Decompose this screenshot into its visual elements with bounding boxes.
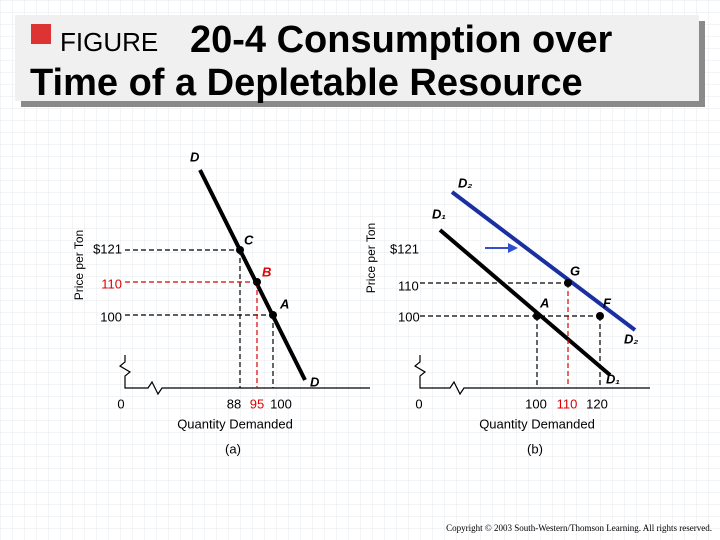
axes [413, 355, 650, 396]
y-tick-label: $121 [390, 241, 419, 256]
x-tick-label: 110 [557, 396, 578, 411]
y-tick-label: 100 [100, 309, 122, 324]
curve-label: D [310, 374, 320, 389]
panel-b: G A F D₂ D₁ D₂ D₁ Price per Ton $121 110… [364, 175, 650, 456]
guide-lines [420, 282, 601, 388]
x-tick-label: 0 [117, 396, 124, 411]
x-axis-label: Quantity Demanded [177, 416, 293, 431]
point-label: F [603, 295, 612, 310]
point [269, 311, 277, 319]
demand-curve-d2 [450, 190, 637, 332]
y-tick-label: 110 [398, 278, 419, 293]
title-bullet [31, 24, 51, 44]
curve-label: D₁ [432, 206, 446, 221]
curve-label: D [190, 149, 200, 164]
axes [118, 355, 370, 396]
point-label: A [279, 296, 289, 311]
x-tick-label: 100 [525, 396, 547, 411]
x-tick-label: 120 [586, 396, 608, 411]
x-tick-label: 88 [227, 396, 241, 411]
y-tick-label: 100 [398, 309, 420, 324]
demand-curve [198, 169, 307, 381]
copyright: Copyright © 2003 South-Western/Thomson L… [446, 523, 712, 533]
title-line2: Time of a Depletable Resource [30, 62, 583, 104]
point-label: C [244, 232, 254, 247]
x-tick-label: 95 [250, 396, 264, 411]
point [253, 278, 261, 286]
point-label: A [539, 295, 549, 310]
caption: (b) [527, 441, 543, 456]
y-axis-label: Price per Ton [72, 230, 86, 300]
curve-label: D₂ [458, 175, 472, 190]
y-tick-label: $121 [93, 241, 122, 256]
point [564, 279, 572, 287]
y-tick-label: 110 [101, 276, 122, 291]
title-label: FIGURE [60, 27, 158, 57]
demand-curve-d1 [438, 228, 612, 377]
x-tick-label: 0 [415, 396, 422, 411]
point-label: B [262, 264, 271, 279]
guide-lines-red [125, 281, 258, 388]
y-axis-label: Price per Ton [364, 223, 378, 293]
point [596, 312, 604, 320]
point-label: G [570, 263, 580, 278]
x-axis-label: Quantity Demanded [479, 416, 595, 431]
shift-arrow-head [508, 243, 518, 253]
title-box [15, 15, 699, 101]
curve-label: D₂ [624, 331, 638, 346]
point [533, 312, 541, 320]
panel-a: C B A D D Price per Ton $121 110 100 0 8… [72, 149, 370, 456]
guide-lines [125, 249, 274, 388]
x-tick-label: 100 [270, 396, 292, 411]
point [236, 246, 244, 254]
title-line1: 20-4 Consumption over [190, 19, 612, 61]
curve-label: D₁ [606, 371, 620, 386]
caption: (a) [225, 441, 241, 456]
